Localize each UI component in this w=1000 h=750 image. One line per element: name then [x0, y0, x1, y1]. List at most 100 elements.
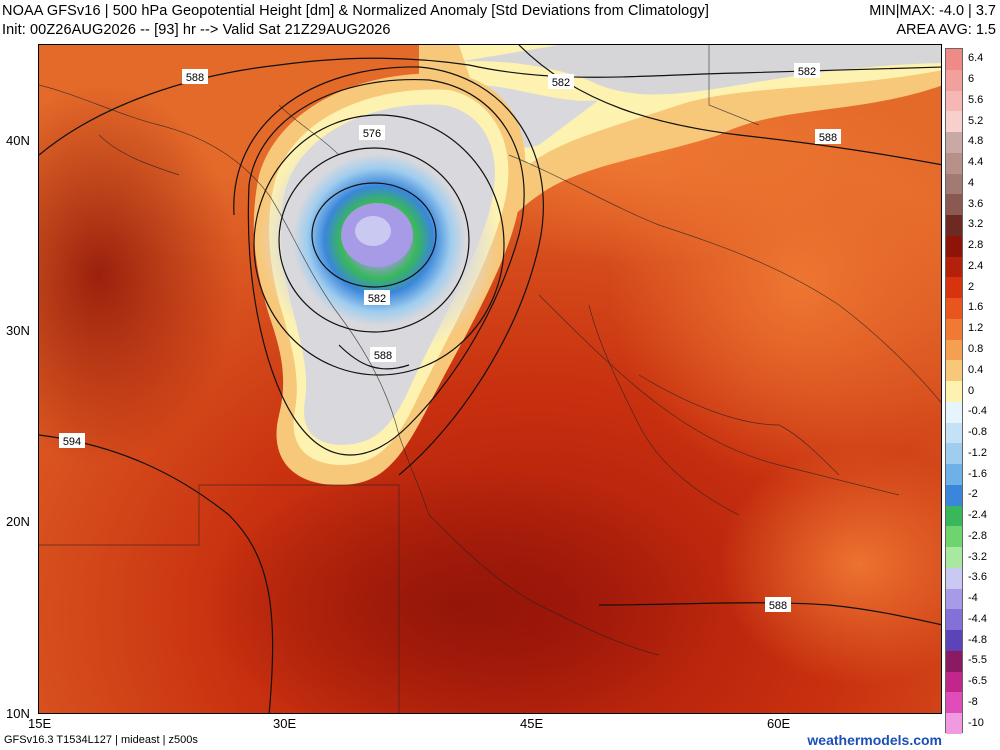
lon-label-15e: 15E — [28, 716, 52, 731]
legend-label: -10 — [968, 716, 984, 729]
legend-label: -2.4 — [968, 509, 987, 522]
legend-swatch — [946, 505, 962, 527]
legend-swatch — [946, 526, 962, 548]
legend-label: 2 — [968, 280, 975, 293]
legend-label: -0.4 — [968, 405, 987, 418]
legend-label: 2.4 — [968, 259, 984, 272]
svg-text:594: 594 — [63, 436, 81, 448]
legend-swatch — [946, 381, 962, 403]
legend-swatch — [946, 173, 962, 195]
lon-label-30e: 30E — [273, 716, 297, 731]
legend-swatch — [946, 650, 962, 673]
legend-label: 3.2 — [968, 218, 984, 231]
legend-swatch — [946, 464, 962, 486]
svg-text:588: 588 — [819, 132, 837, 144]
legend-label: 4.8 — [968, 135, 984, 148]
svg-text:588: 588 — [374, 350, 392, 362]
contour-label-588-nw: 588 — [182, 69, 208, 84]
legend-label: 0.8 — [968, 342, 984, 355]
legend-label: 2.8 — [968, 239, 984, 252]
legend-swatch — [946, 132, 962, 154]
site-credit: weathermodels.com — [807, 732, 942, 748]
lon-label-60e: 60E — [767, 716, 791, 731]
lat-label-10n: 10N — [6, 706, 30, 721]
coastlines — [39, 45, 941, 713]
legend-swatch — [946, 298, 962, 320]
legend-label: 4.4 — [968, 156, 984, 169]
legend-label: 0 — [968, 384, 975, 397]
height-contours — [39, 45, 941, 713]
legend-swatch — [946, 90, 962, 112]
contour-label-588-low: 588 — [370, 347, 396, 362]
contour-label-582-low: 582 — [364, 290, 390, 305]
min-max-readout: MIN|MAX: -4.0 | 3.7 — [869, 3, 996, 19]
legend-label: -2.8 — [968, 529, 987, 542]
lon-label-45e: 45E — [520, 716, 544, 731]
legend-label: -2 — [968, 488, 978, 501]
legend-swatch — [946, 235, 962, 258]
svg-text:582: 582 — [798, 66, 816, 78]
legend-swatch — [946, 484, 962, 507]
legend-swatch — [946, 567, 962, 590]
legend-label: -0.8 — [968, 426, 987, 438]
legend-swatch — [946, 69, 962, 91]
legend-label: 6.4 — [968, 52, 984, 65]
map-title: NOAA GFSv16 | 500 hPa Geopotential Heigh… — [2, 3, 709, 19]
contour-label-594-w: 594 — [59, 433, 85, 448]
legend-swatch — [946, 547, 962, 569]
legend-swatch — [946, 49, 962, 71]
lat-label-40n: 40N — [6, 133, 30, 148]
legend-swatch — [946, 339, 962, 361]
legend-label: -5.5 — [968, 654, 987, 667]
legend-label: -4.4 — [968, 612, 987, 625]
lat-label-20n: 20N — [6, 514, 30, 529]
contour-labels: 588 582 582 588 576 582 588 594 588 — [59, 63, 841, 612]
legend-label: -1.2 — [968, 446, 987, 459]
legend-label: -3.6 — [968, 571, 987, 584]
svg-text:576: 576 — [363, 128, 381, 140]
contour-label-582-n: 582 — [548, 74, 574, 89]
legend-label: -4 — [968, 592, 978, 605]
legend-swatch — [946, 401, 962, 424]
legend-label: 5.6 — [968, 93, 984, 106]
model-info: GFSv16.3 T1534L127 | mideast | z500s — [4, 734, 198, 746]
contour-label-588-ne: 588 — [815, 129, 841, 144]
contour-label-582-ne: 582 — [794, 63, 820, 78]
color-scale-legend — [945, 48, 963, 735]
legend-label: 1.6 — [968, 301, 984, 314]
legend-label: 0.4 — [968, 363, 984, 376]
legend-swatch — [946, 713, 962, 735]
legend-swatch — [946, 194, 962, 216]
lat-label-30n: 30N — [6, 323, 30, 338]
legend-label: -8 — [968, 695, 978, 708]
legend-label: 6 — [968, 73, 975, 86]
legend-label: 4 — [968, 176, 975, 189]
legend-swatch — [946, 277, 962, 299]
legend-label: 5.2 — [968, 114, 984, 127]
legend-swatch — [946, 152, 962, 175]
svg-text:588: 588 — [769, 600, 787, 612]
contour-label-576-low: 576 — [359, 125, 385, 140]
legend-swatch — [946, 111, 962, 133]
legend-swatch — [946, 443, 962, 465]
legend-swatch — [946, 671, 962, 693]
legend-swatch — [946, 422, 962, 444]
legend-swatch — [946, 215, 962, 237]
legend-swatch — [946, 588, 962, 610]
legend-swatch — [946, 318, 962, 341]
legend-label: 3.6 — [968, 197, 984, 210]
legend-swatch — [946, 609, 962, 631]
legend-swatch — [946, 256, 962, 278]
area-average: AREA AVG: 1.5 — [896, 22, 996, 38]
svg-text:582: 582 — [552, 77, 570, 89]
legend-label: -3.2 — [968, 550, 987, 563]
legend-label: -4.8 — [968, 633, 987, 646]
weather-map: 588 582 582 588 576 582 588 594 588 — [38, 44, 942, 714]
legend-label: -1.6 — [968, 467, 987, 480]
legend-swatch — [946, 360, 962, 382]
contour-label-588-se: 588 — [765, 597, 791, 612]
legend-swatch — [946, 630, 962, 652]
svg-text:588: 588 — [186, 72, 204, 84]
init-valid-time: Init: 00Z26AUG2026 -- [93] hr --> Valid … — [2, 22, 391, 38]
legend-label: -6.5 — [968, 675, 987, 688]
